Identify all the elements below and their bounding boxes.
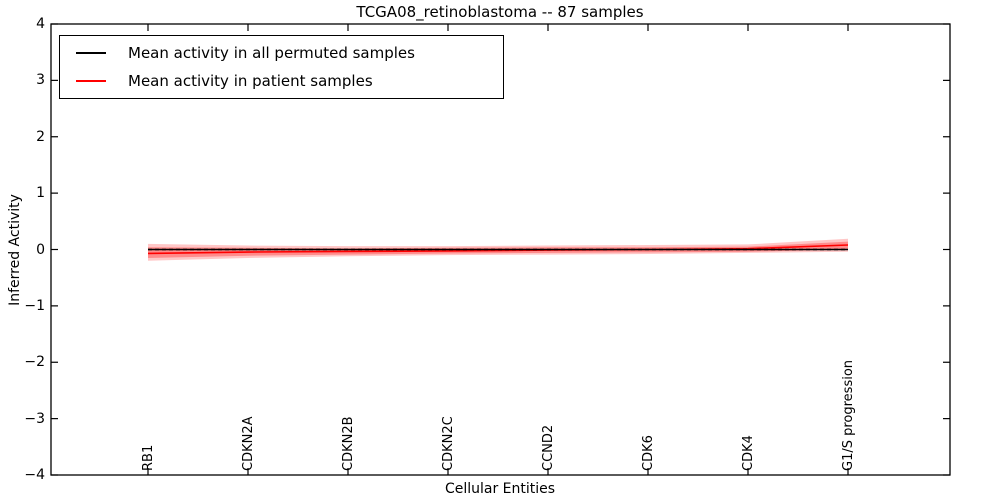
y-tick-label: 1 — [36, 185, 45, 202]
y-tick-label: −3 — [24, 410, 45, 427]
legend-label: Mean activity in all permuted samples — [128, 43, 415, 62]
y-tick-label: 2 — [36, 128, 45, 145]
patient-line-swatch — [76, 80, 106, 83]
y-tick-label: 4 — [36, 16, 45, 32]
legend-label: Mean activity in patient samples — [128, 72, 373, 91]
legend: Mean activity in all permuted samples Me… — [59, 35, 504, 99]
x-tick-label: RB1 — [141, 444, 156, 471]
y-tick-label: 0 — [36, 241, 45, 258]
y-tick-label: 3 — [36, 72, 45, 89]
x-tick-label: CCND2 — [541, 424, 556, 471]
x-tick-label: CDK4 — [741, 435, 756, 471]
legend-item-permuted: Mean activity in all permuted samples — [60, 39, 503, 67]
x-axis-label: Cellular Entities — [444, 481, 556, 497]
x-tick-label: CDK6 — [641, 435, 656, 471]
x-tick-label: CDKN2A — [241, 416, 256, 471]
x-tick-label: CDKN2B — [341, 416, 356, 471]
y-tick-label: −1 — [24, 297, 45, 314]
y-tick-label: −2 — [24, 354, 45, 371]
x-tick-label: CDKN2C — [441, 416, 456, 471]
chart-title: TCGA08_retinoblastoma -- 87 samples — [356, 3, 644, 21]
y-tick-label: −4 — [24, 467, 45, 483]
legend-item-patient: Mean activity in patient samples — [60, 67, 503, 95]
permuted-line-swatch — [76, 51, 106, 54]
x-tick-label: G1/S progression — [841, 359, 856, 471]
